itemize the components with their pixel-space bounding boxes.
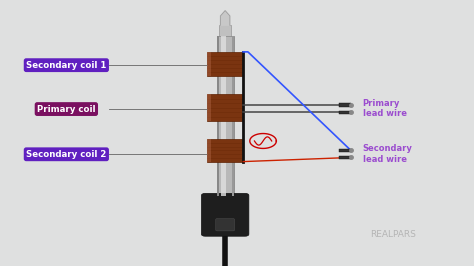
FancyBboxPatch shape [207, 139, 211, 162]
FancyBboxPatch shape [207, 94, 211, 121]
FancyBboxPatch shape [339, 156, 351, 159]
FancyBboxPatch shape [217, 36, 234, 196]
Text: REALPARS: REALPARS [370, 230, 416, 239]
Text: Secondary coil 1: Secondary coil 1 [26, 61, 107, 70]
Text: Secondary
lead wire: Secondary lead wire [363, 144, 412, 164]
Text: Primary coil: Primary coil [37, 105, 96, 114]
FancyBboxPatch shape [216, 219, 235, 231]
Text: Secondary coil 2: Secondary coil 2 [26, 150, 107, 159]
FancyBboxPatch shape [207, 94, 243, 121]
FancyBboxPatch shape [339, 149, 351, 152]
Text: Primary
lead wire: Primary lead wire [363, 99, 407, 118]
FancyBboxPatch shape [217, 36, 219, 196]
FancyBboxPatch shape [339, 103, 351, 107]
FancyBboxPatch shape [339, 111, 351, 114]
FancyBboxPatch shape [207, 52, 243, 76]
FancyBboxPatch shape [221, 36, 226, 196]
Polygon shape [220, 11, 230, 25]
FancyBboxPatch shape [207, 52, 211, 76]
FancyBboxPatch shape [231, 36, 234, 196]
FancyBboxPatch shape [201, 193, 249, 236]
FancyBboxPatch shape [207, 139, 243, 162]
FancyBboxPatch shape [219, 25, 231, 36]
